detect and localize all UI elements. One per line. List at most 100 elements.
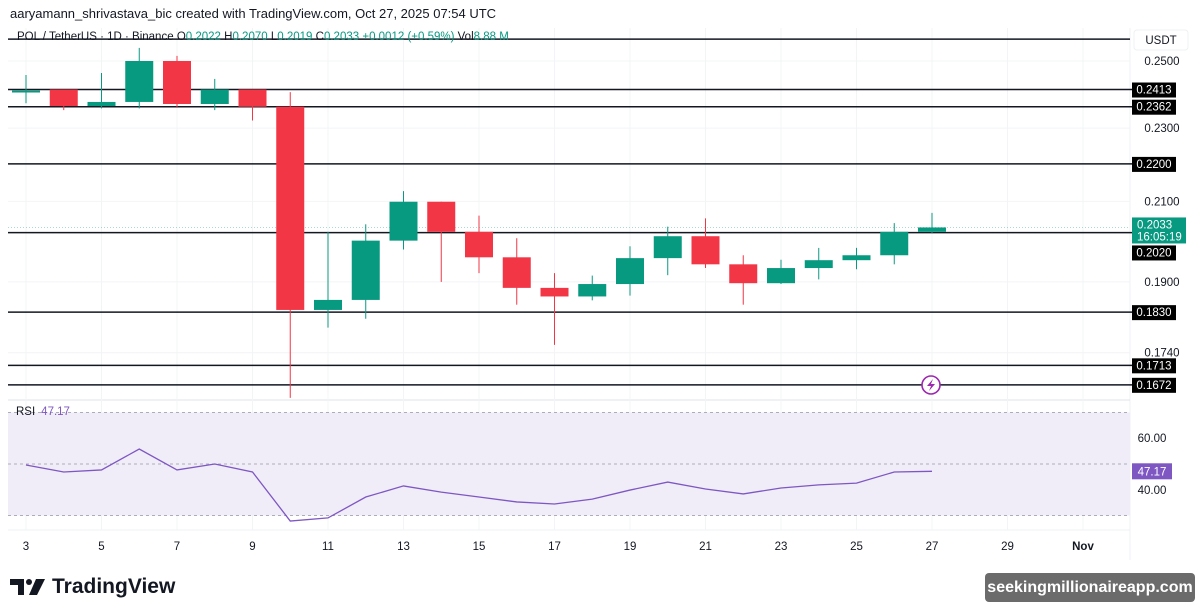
candle-up[interactable] <box>351 224 380 319</box>
rsi-tick-label: 40.00 <box>1138 485 1167 497</box>
symbol-name[interactable]: POL / TetherUS · 1D · Binance <box>17 31 174 43</box>
candle-up[interactable] <box>616 246 644 296</box>
candle-up[interactable] <box>200 78 229 111</box>
level-price-tag <box>1132 82 1176 98</box>
candle-body <box>767 268 795 284</box>
candle-body <box>465 231 493 258</box>
candle-up[interactable] <box>125 47 154 109</box>
candle-up[interactable] <box>87 73 116 109</box>
candle-up[interactable] <box>767 259 795 285</box>
price-tick-label: 0.1900 <box>1144 277 1179 289</box>
level-price-label: 0.1713 <box>1136 360 1171 372</box>
candle-body <box>200 89 229 104</box>
candle-up[interactable] <box>389 191 418 250</box>
candle-down[interactable] <box>238 89 267 121</box>
open-value: 0.2022 <box>185 31 221 43</box>
candle-body <box>842 255 871 261</box>
candle-down[interactable] <box>502 238 531 305</box>
candle-body <box>49 89 78 107</box>
candle-down[interactable] <box>276 92 305 398</box>
level-price-tag <box>1132 377 1176 393</box>
volume-value: 8.88 M <box>473 31 509 43</box>
price-tick-label: 0.2500 <box>1144 56 1179 68</box>
countdown-label: 16:05:19 <box>1137 231 1182 243</box>
price-tick-label: 0.1740 <box>1144 348 1179 360</box>
level-price-label: 0.1672 <box>1136 380 1171 392</box>
candle-body <box>691 236 720 265</box>
rsi-value-tag <box>1132 463 1172 480</box>
lightning-icon-bolt <box>927 379 935 391</box>
candle-body <box>616 258 644 285</box>
date-tick-label: 23 <box>775 541 788 553</box>
rsi-title: RSI <box>16 406 36 418</box>
candle-up[interactable] <box>918 212 946 234</box>
last-price-tag <box>1132 217 1186 244</box>
high-value: 0.2070 <box>232 31 268 43</box>
rsi-value: 47.17 <box>41 406 70 418</box>
close-value: 0.2033 <box>323 31 360 43</box>
candle-body <box>12 90 40 93</box>
currency-label: USDT <box>1145 35 1176 47</box>
rsi-tick-label: 60.00 <box>1138 433 1167 445</box>
tradingview-brand: TradingView <box>52 575 176 598</box>
date-tick-label: 27 <box>926 541 939 553</box>
candle-body <box>87 101 116 107</box>
candle-body <box>163 61 191 104</box>
candle-down[interactable] <box>540 273 569 345</box>
candle-down[interactable] <box>427 201 456 282</box>
lightning-icon[interactable] <box>921 375 941 395</box>
candle-body <box>653 236 682 259</box>
candle-body <box>427 201 456 232</box>
date-tick-label: 5 <box>98 541 104 553</box>
candle-up[interactable] <box>804 247 833 280</box>
candle-up[interactable] <box>12 74 40 104</box>
candle-down[interactable] <box>465 215 493 274</box>
candle-down[interactable] <box>729 255 758 305</box>
candle-body <box>578 284 607 297</box>
candle-down[interactable] <box>163 55 191 108</box>
rsi-value-label: 47.17 <box>1138 466 1167 478</box>
candle-body <box>540 287 569 297</box>
date-tick-label: 11 <box>322 541 334 553</box>
candle-body <box>804 260 833 269</box>
low-value: 0.2019 <box>277 31 313 43</box>
chart-caption: aaryamann_shrivastava_bic created with T… <box>10 6 497 21</box>
date-tick-label: 29 <box>1001 541 1014 553</box>
candle-down[interactable] <box>49 89 78 111</box>
candle-body <box>314 299 342 310</box>
level-price-tag <box>1132 99 1176 115</box>
candle-body <box>238 89 267 107</box>
price-tick-label: 0.2100 <box>1144 196 1179 208</box>
candle-up[interactable] <box>653 226 682 276</box>
candle-body <box>729 264 758 284</box>
date-tick-label: Nov <box>1072 541 1094 553</box>
level-price-tag <box>1132 305 1176 321</box>
level-price-label: 0.2020 <box>1136 247 1171 259</box>
candle-up[interactable] <box>842 247 871 270</box>
candle-down[interactable] <box>691 218 720 269</box>
change-value: +0.0012 (+0.59%) <box>362 31 455 43</box>
candle-body <box>276 106 305 310</box>
candle-body <box>351 240 380 300</box>
candle-body <box>880 231 909 256</box>
candle-up[interactable] <box>578 275 607 301</box>
currency-button[interactable] <box>1133 29 1189 51</box>
date-tick-label: 21 <box>699 541 712 553</box>
symbol-legend: POL / TetherUS · 1D · Binance O0.2022 H0… <box>17 31 509 43</box>
date-tick-label: 3 <box>23 541 29 553</box>
candle-up[interactable] <box>314 231 342 328</box>
level-price-tag <box>1132 156 1176 172</box>
volume-label: Vol <box>457 31 474 43</box>
level-price-label: 0.2200 <box>1136 159 1171 171</box>
tradingview-logo-icon <box>10 579 45 595</box>
rsi-legend[interactable]: RSI 47.17 <box>16 406 70 418</box>
level-price-label: 0.1830 <box>1136 307 1171 319</box>
high-label: H <box>224 31 233 43</box>
candle-body <box>502 257 531 288</box>
date-tick-label: 19 <box>624 541 637 553</box>
level-price-label: 0.2362 <box>1136 102 1171 114</box>
candle-up[interactable] <box>880 223 909 265</box>
tradingview-logo[interactable]: TradingView <box>10 575 175 599</box>
price-tick-label: 0.2300 <box>1144 123 1179 135</box>
